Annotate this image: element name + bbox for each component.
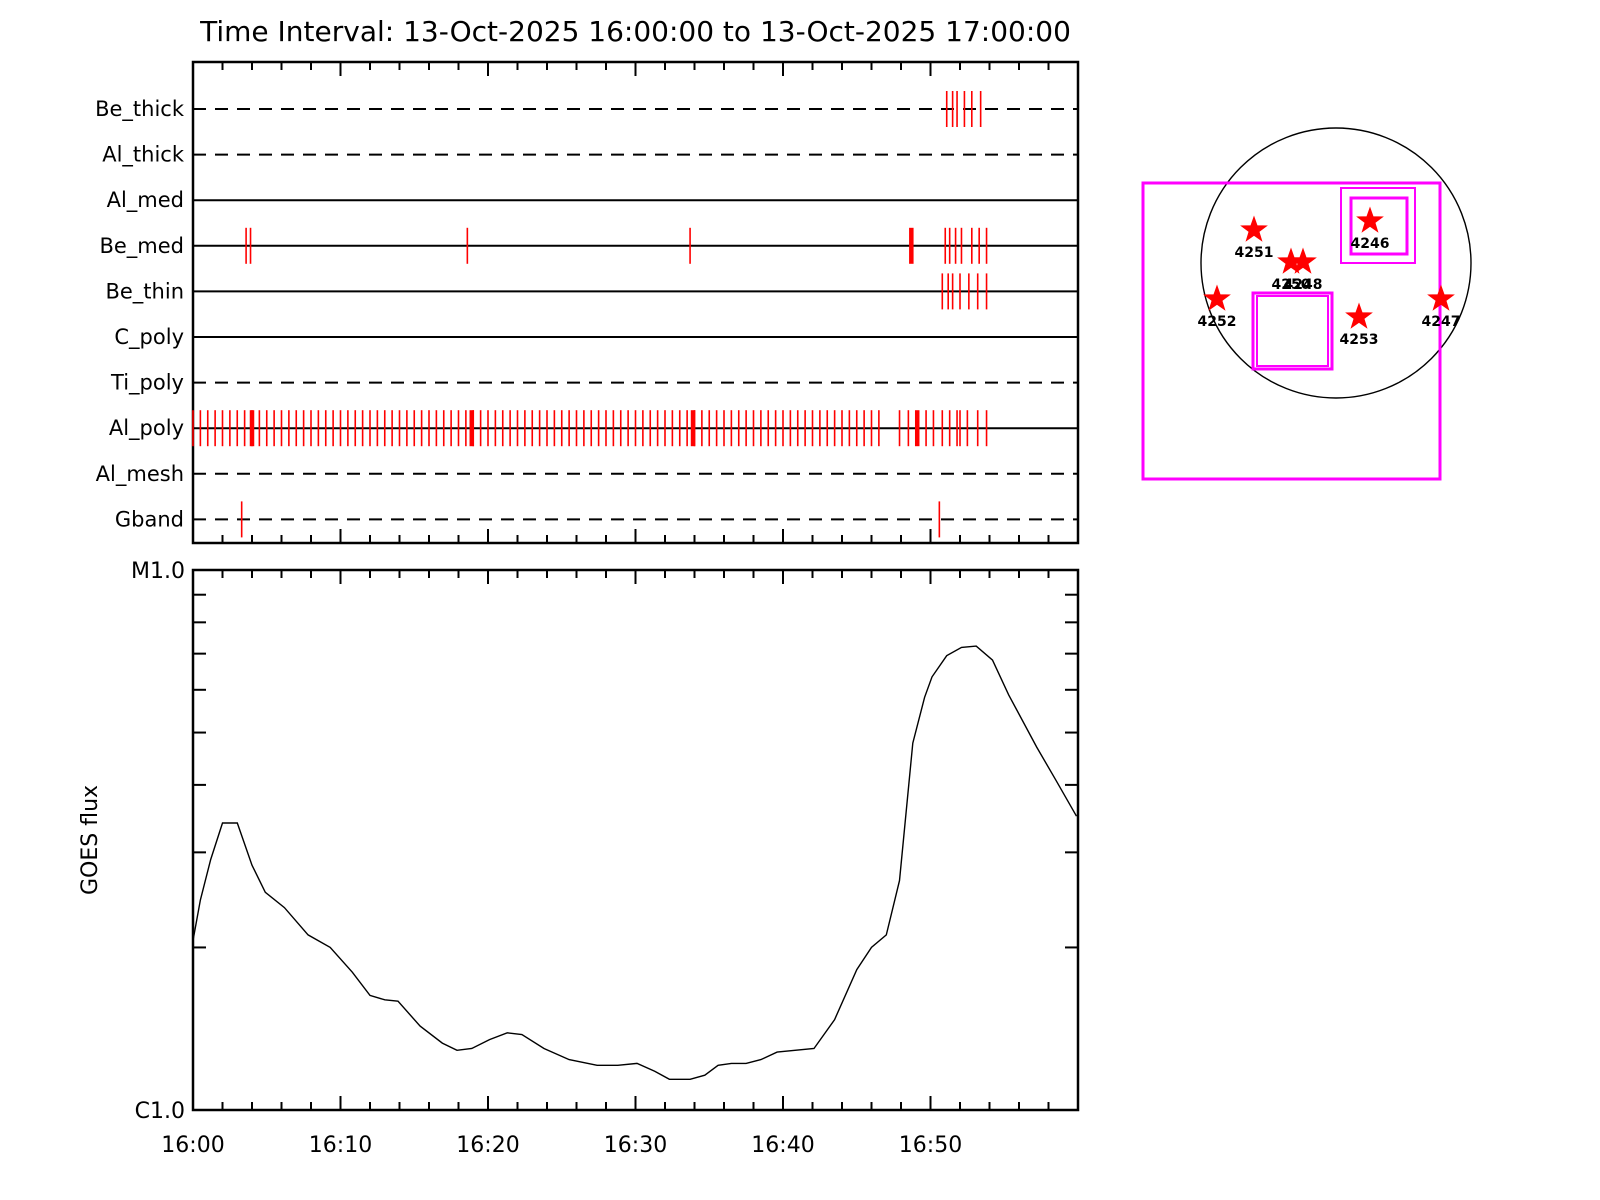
goes-ymin-label: C1.0 (135, 1099, 185, 1124)
active-region-label-4252: 4252 (1198, 314, 1237, 330)
timeline-panel-frame (191, 60, 1080, 545)
channel-label-Be_med: Be_med (99, 234, 184, 259)
channel-label-Al_poly: Al_poly (109, 416, 184, 441)
active-region-label-4246: 4246 (1351, 236, 1390, 252)
goes-xtick-label-1640: 16:40 (751, 1133, 814, 1158)
active-region-label-4251: 4251 (1235, 245, 1274, 261)
channel-label-Al_med: Al_med (107, 188, 184, 213)
ne-target-box-inner (1349, 196, 1409, 256)
active-region-label-4253: 4253 (1340, 332, 1379, 348)
channel-label-Al_mesh: Al_mesh (96, 462, 184, 487)
ne-target-box-outer (1340, 187, 1416, 264)
center-target-box-outer (1251, 291, 1334, 371)
active-region-star-4246 (1356, 206, 1384, 233)
page-title: Time Interval: 13-Oct-2025 16:00:00 to 1… (200, 15, 1071, 48)
goes-xtick-label-1600: 16:00 (161, 1133, 224, 1158)
goes-panel-frame (191, 568, 1080, 1112)
active-region-star-4247 (1427, 284, 1455, 311)
channel-label-C_poly: C_poly (114, 325, 184, 350)
goes-ymax-label: M1.0 (131, 559, 185, 584)
solar-limb-circle (1200, 127, 1472, 399)
goes-xtick-label-1650: 16:50 (899, 1133, 962, 1158)
active-region-label-4248: 4248 (1284, 277, 1323, 293)
plot-graphics: Be_thick Al_thick Al_med Be_med Be_thin C_pol… (95, 60, 1472, 1158)
goes-xtick-label-1610: 16:10 (309, 1133, 372, 1158)
active-region-label-4250: 4250 (1272, 277, 1311, 293)
goes-xtick-label-1620: 16:20 (456, 1133, 519, 1158)
active-region-star-4251 (1240, 215, 1268, 242)
goes-yaxis-title: GOES flux (78, 785, 103, 895)
center-target-box-inner (1256, 295, 1329, 367)
channel-label-Gband: Gband (115, 507, 184, 531)
channel-label-Ti_poly: Ti_poly (110, 371, 184, 396)
active-region-star-4248 (1289, 247, 1317, 274)
active-region-star-4252 (1203, 284, 1231, 311)
full-fov-box (1141, 181, 1442, 481)
channel-label-Be_thick: Be_thick (95, 97, 185, 122)
goes-flux-curve (192, 645, 1078, 1080)
active-region-label-4247: 4247 (1422, 314, 1461, 330)
channel-label-Al_thick: Al_thick (102, 143, 185, 168)
goes-xtick-label-1630: 16:30 (604, 1133, 667, 1158)
channel-label-Be_thin: Be_thin (105, 279, 184, 304)
active-region-star-4253 (1345, 302, 1373, 329)
